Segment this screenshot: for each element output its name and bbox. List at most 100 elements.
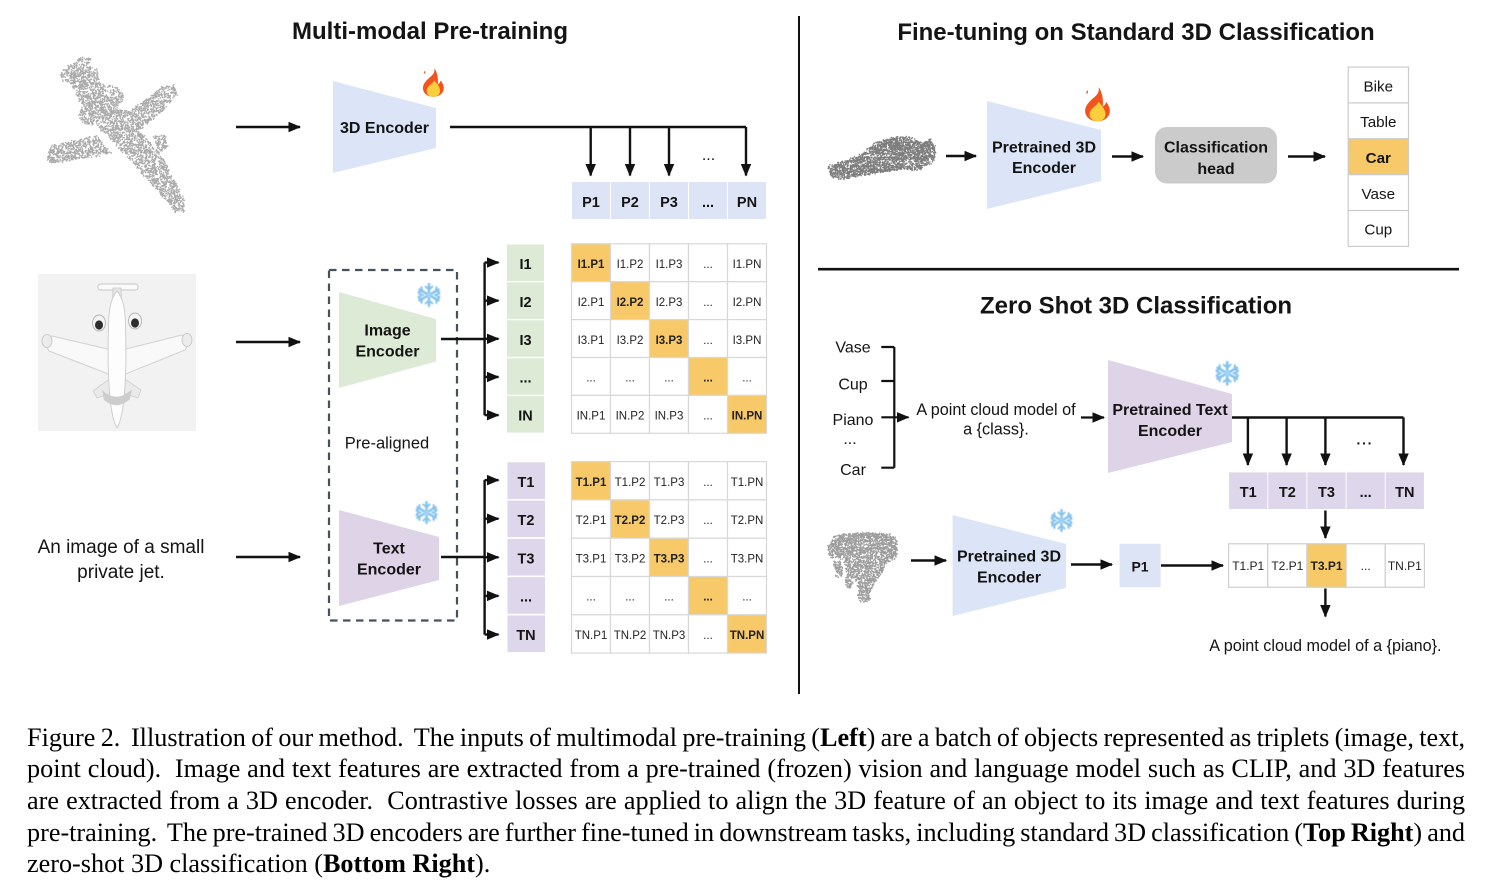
svg-text:TN: TN [1395,485,1414,501]
svg-text:Car: Car [1366,150,1391,167]
svg-text:I2.P1: I2.P1 [578,297,605,309]
svg-text:private jet.: private jet. [77,562,165,583]
svg-text:...: ... [625,592,635,604]
svg-text:T3.PN: T3.PN [731,553,764,565]
svg-text:Pretrained Text: Pretrained Text [1112,402,1228,419]
svg-text:Pre-aligned: Pre-aligned [345,435,429,453]
svg-text:T3: T3 [1318,485,1335,501]
svg-text:Pretrained 3D: Pretrained 3D [992,139,1096,156]
svg-text:Cup: Cup [1364,222,1392,239]
svg-text:T1.PN: T1.PN [731,477,764,489]
svg-text:3D Encoder: 3D Encoder [340,120,429,137]
svg-text:A point cloud model of: A point cloud model of [916,401,1076,419]
svg-text:Multi-modal Pre-training: Multi-modal Pre-training [292,18,568,45]
svg-text:...: ... [703,297,713,309]
svg-text:P1: P1 [1131,559,1148,575]
svg-text:Fine-tuning on Standard 3D Cla: Fine-tuning on Standard 3D Classificatio… [897,19,1374,46]
svg-text:head: head [1197,161,1234,178]
svg-text:...: ... [703,477,713,489]
svg-text:...: ... [843,431,856,448]
svg-text:IN.P1: IN.P1 [577,411,606,423]
svg-text:I3.P1: I3.P1 [578,335,605,347]
svg-text:I3.P3: I3.P3 [656,335,683,347]
svg-text:PN: PN [737,195,757,211]
svg-text:...: ... [519,371,531,387]
svg-text:I1: I1 [519,257,531,273]
svg-text:A point cloud model of a {pian: A point cloud model of a {piano}. [1209,637,1441,655]
svg-text:T3.P1: T3.P1 [1311,559,1343,573]
svg-text:I2.PN: I2.PN [733,297,762,309]
svg-text:Vase: Vase [1362,186,1396,203]
svg-text:An image of a small: An image of a small [38,537,205,558]
svg-text:...: ... [742,592,752,604]
svg-text:Encoder: Encoder [355,344,419,361]
svg-text:P1: P1 [582,195,600,211]
svg-text:TN.P1: TN.P1 [575,630,608,642]
svg-text:I2: I2 [519,295,531,311]
svg-text:I1.P3: I1.P3 [656,259,683,271]
svg-text:T1.P1: T1.P1 [1232,559,1264,573]
svg-text:IN.P2: IN.P2 [616,411,645,423]
svg-text:TN.PN: TN.PN [730,630,765,642]
svg-text:T3.P1: T3.P1 [576,553,607,565]
svg-text:T3: T3 [518,551,535,567]
svg-text:Zero Shot 3D Classification: Zero Shot 3D Classification [980,293,1292,320]
svg-text:...: ... [1356,428,1373,450]
svg-text:T2.P1: T2.P1 [576,515,607,527]
svg-text:I3.P2: I3.P2 [617,335,644,347]
svg-text:I1.P2: I1.P2 [617,259,644,271]
svg-text:Encoder: Encoder [977,570,1041,587]
svg-text:Encoder: Encoder [357,562,421,579]
svg-text:Classification: Classification [1164,140,1268,157]
svg-text:Encoder: Encoder [1012,160,1076,177]
svg-text:Pretrained 3D: Pretrained 3D [957,549,1061,566]
svg-text:T2.P1: T2.P1 [1271,559,1303,573]
svg-text:...: ... [702,195,714,211]
svg-text:T2: T2 [518,513,535,529]
svg-text:Piano: Piano [833,412,874,429]
svg-text:I2.P3: I2.P3 [656,297,683,309]
svg-text:...: ... [703,335,713,347]
svg-text:...: ... [703,259,713,271]
svg-text:...: ... [703,515,713,527]
svg-text:...: ... [664,373,674,385]
svg-text:T3.P2: T3.P2 [615,553,646,565]
svg-text:Car: Car [840,462,866,479]
svg-text:Table: Table [1360,114,1396,131]
svg-text:T1.P3: T1.P3 [654,477,685,489]
svg-text:...: ... [742,373,752,385]
svg-text:IN.PN: IN.PN [732,411,763,423]
svg-text:T1: T1 [518,475,535,491]
svg-text:...: ... [625,373,635,385]
svg-text:TN: TN [516,628,535,644]
svg-text:...: ... [1361,559,1371,573]
svg-text:P2: P2 [621,195,639,211]
svg-text:IN.P3: IN.P3 [655,411,684,423]
svg-text:a {class}.: a {class}. [963,420,1029,438]
svg-text:I3: I3 [519,333,531,349]
svg-text:T2.P2: T2.P2 [615,515,646,527]
svg-text:T2.PN: T2.PN [731,515,764,527]
svg-text:Encoder: Encoder [1138,423,1202,440]
svg-text:I2.P2: I2.P2 [617,297,644,309]
svg-text:T1.P1: T1.P1 [576,477,607,489]
svg-text:...: ... [1360,485,1372,501]
svg-text:I1.PN: I1.PN [733,259,762,271]
svg-text:Image: Image [364,323,410,340]
svg-text:...: ... [586,373,596,385]
svg-text:...: ... [664,592,674,604]
svg-text:...: ... [703,630,713,642]
svg-text:...: ... [702,147,715,164]
svg-text:T3.P3: T3.P3 [654,553,685,565]
svg-text:IN: IN [518,409,533,425]
svg-text:Text: Text [373,541,405,558]
svg-text:...: ... [586,592,596,604]
svg-text:TN.P1: TN.P1 [1388,559,1422,573]
svg-text:Bike: Bike [1364,78,1394,95]
svg-text:Vase: Vase [835,340,870,357]
svg-text:I3.PN: I3.PN [733,335,762,347]
svg-text:P3: P3 [660,195,678,211]
svg-text:Cup: Cup [838,377,867,394]
svg-text:...: ... [703,411,713,423]
svg-text:T2: T2 [1279,485,1296,501]
